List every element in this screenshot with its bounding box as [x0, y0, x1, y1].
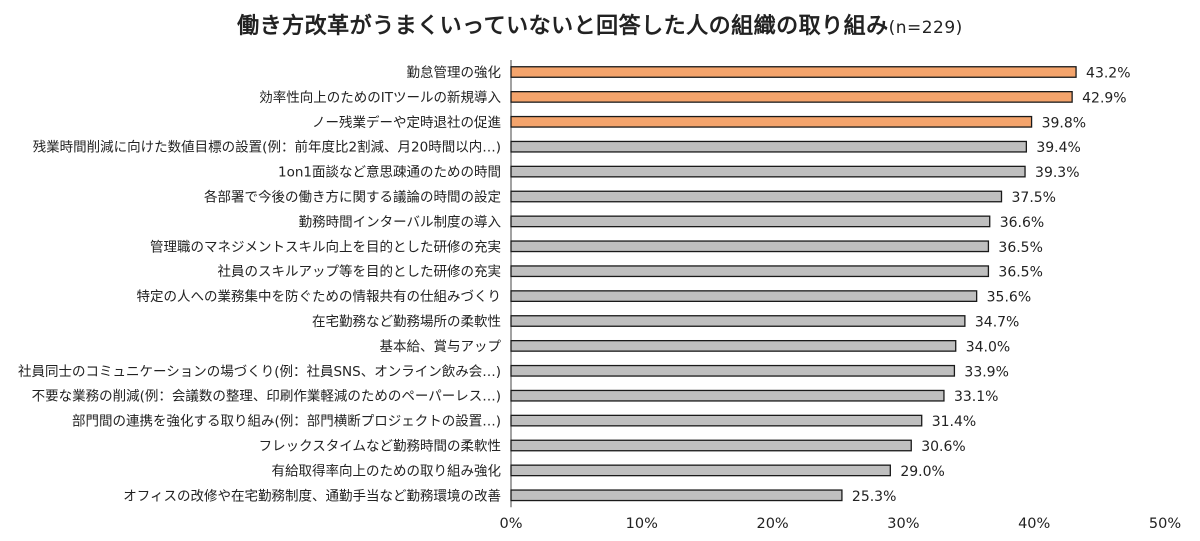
chart-title-text: 働き方改革がうまくいっていないと回答した人の組織の取り組み — [237, 14, 889, 39]
x-tick-label: 0% — [499, 516, 522, 532]
category-label: フレックスタイムなど勤務時間の柔軟性 — [259, 439, 501, 455]
category-label: 各部署で今後の働き方に関する議論の時間の設定 — [204, 189, 501, 206]
category-label: 特定の人への業務集中を防ぐための情報共有の仕組みづくり — [137, 289, 502, 305]
category-label: 管理職のマネジメントスキル向上を目的とした研修の充実 — [150, 239, 501, 255]
value-label: 36.6% — [1000, 215, 1044, 231]
category-label: 勤怠管理の強化 — [407, 65, 502, 81]
category-label: オフィスの改修や在宅勤務制度、通勤手当など勤務環境の改善 — [123, 488, 501, 504]
bar — [510, 315, 966, 327]
x-tick-label: 40% — [1018, 516, 1050, 532]
bar — [510, 240, 990, 253]
category-label: 不要な業務の削減(例：会議数の整理、印刷作業軽減のためのペーパーレス…) — [32, 388, 501, 405]
value-label: 33.9% — [964, 364, 1008, 380]
category-label: 1on1面談など意思疎通のための時間 — [278, 164, 501, 181]
chart-title-note: (n=229) — [888, 18, 963, 38]
value-label: 43.2% — [1086, 66, 1130, 82]
value-label: 36.5% — [998, 265, 1042, 281]
bar — [510, 215, 991, 228]
x-tick-label: 30% — [887, 516, 919, 532]
value-label: 34.7% — [975, 315, 1019, 331]
bar — [510, 91, 1073, 103]
bar — [510, 464, 891, 477]
x-tick-label: 10% — [626, 516, 658, 532]
category-label: ノー残業デーや定時退社の促進 — [312, 114, 501, 131]
category-label: 勤務時間インターバル制度の導入 — [299, 214, 502, 230]
category-label: 効率性向上のためのITツールの新規導入 — [259, 89, 501, 106]
value-label: 33.1% — [954, 389, 998, 405]
value-label: 37.5% — [1012, 190, 1056, 206]
bar — [510, 489, 843, 502]
bar — [510, 190, 1003, 203]
bar — [510, 439, 912, 452]
category-label: 在宅勤務など勤務場所の柔軟性 — [312, 314, 501, 330]
value-label: 25.3% — [852, 489, 896, 505]
value-label: 39.4% — [1036, 140, 1080, 156]
value-label: 39.3% — [1035, 165, 1079, 181]
category-label: 社員同士のコミュニケーションの場づくり(例：社員SNS、オンライン飲み会…) — [18, 364, 501, 380]
bar — [510, 165, 1026, 178]
x-tick-label: 20% — [756, 516, 788, 532]
bar — [510, 290, 978, 303]
bar — [510, 140, 1028, 153]
bar — [510, 115, 1033, 128]
chart-title: 働き方改革がうまくいっていないと回答した人の組織の取り組み(n=229) — [0, 8, 1200, 40]
x-tick-label: 50% — [1149, 516, 1181, 532]
category-label: 残業時間削減に向けた数値目標の設置(例：前年度比2割減、月20時間以内…) — [33, 139, 501, 156]
bar — [510, 414, 923, 427]
bar — [510, 66, 1077, 78]
bar — [510, 265, 990, 278]
category-label: 部門間の連携を強化する取り組み(例：部門横断プロジェクトの設置…) — [72, 414, 501, 430]
value-label: 42.9% — [1082, 90, 1126, 106]
value-label: 35.6% — [987, 290, 1031, 306]
category-label: 基本給、賞与アップ — [380, 338, 502, 355]
value-label: 30.6% — [921, 439, 965, 455]
value-label: 31.4% — [932, 414, 976, 430]
category-label: 社員のスキルアップ等を目的とした研修の充実 — [218, 263, 502, 280]
bar — [510, 339, 957, 352]
value-label: 34.0% — [966, 339, 1010, 355]
bar — [510, 389, 945, 402]
value-label: 39.8% — [1042, 115, 1086, 131]
value-label: 36.5% — [998, 240, 1042, 256]
value-label: 29.0% — [900, 464, 944, 480]
bar — [510, 364, 956, 377]
category-label: 有給取得率向上のための取り組み強化 — [272, 462, 502, 479]
